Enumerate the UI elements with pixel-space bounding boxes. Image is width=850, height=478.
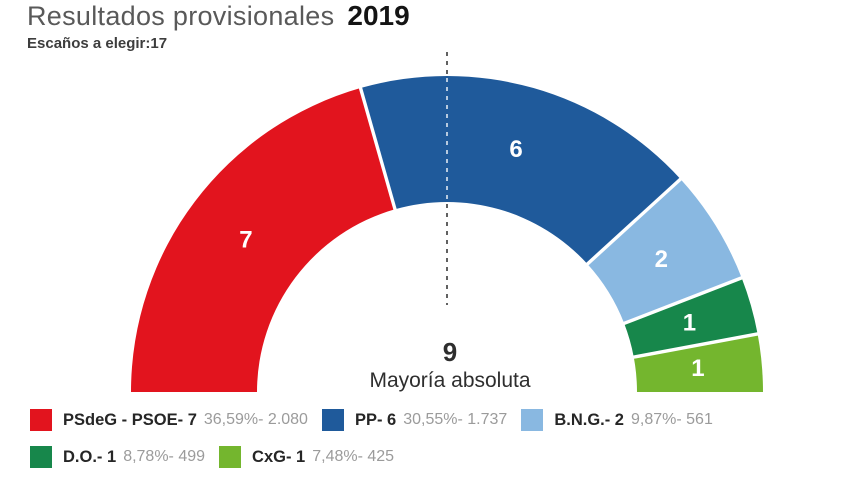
- seat-count-label-b-n-g: 2: [655, 246, 668, 273]
- segment-b-n-g: [587, 179, 742, 324]
- legend-row-1: PSdeG - PSOE- 7 36,59%- 2.080 PP- 6 30,5…: [30, 409, 727, 431]
- legend-swatch: [219, 446, 242, 468]
- segment-divider: [631, 331, 760, 360]
- segment-divider: [358, 85, 398, 212]
- legend-swatch: [521, 409, 544, 431]
- segment-cxg: [633, 333, 763, 392]
- legend-item-bng: B.N.G.- 2 9,87%- 561: [521, 409, 713, 431]
- legend-detail: 30,55%- 1.737: [403, 411, 508, 428]
- majority-annotation: 9 Mayoría absoluta: [327, 339, 573, 393]
- segment-psdeg-psoe: [131, 88, 395, 392]
- legend-swatch: [30, 409, 52, 431]
- legend-swatch: [30, 446, 52, 468]
- title-line: Resultados provisionales 2019: [27, 0, 410, 32]
- majority-label: Mayoría absoluta: [369, 369, 531, 392]
- legend-label: D.O.- 1: [63, 447, 117, 466]
- header: Resultados provisionales 2019 Escaños a …: [27, 0, 410, 52]
- legend-item-do: D.O.- 1 8,78%- 499: [30, 446, 205, 468]
- seat-count-label-cxg: 1: [691, 355, 704, 382]
- segment-pp: [360, 75, 681, 264]
- page-title: Resultados provisionales: [27, 1, 335, 31]
- legend: PSdeG - PSOE- 7 36,59%- 2.080 PP- 6 30,5…: [30, 409, 727, 478]
- segment-d-o: [624, 277, 758, 358]
- legend-row-2: D.O.- 1 8,78%- 499 CxG- 1 7,48%- 425: [30, 446, 727, 468]
- segment-divider: [584, 176, 684, 267]
- majority-value: 9: [442, 337, 458, 367]
- legend-swatch: [321, 409, 344, 431]
- seat-count-label-psdeg-psoe: 7: [239, 227, 252, 254]
- legend-detail: 8,78%- 499: [123, 448, 206, 465]
- seats-to-elect-subtitle: Escaños a elegir:17: [27, 35, 168, 52]
- seat-count-label-pp: 6: [509, 136, 522, 163]
- legend-item-pp: PP- 6 30,55%- 1.737: [321, 409, 508, 431]
- title-year: 2019: [347, 0, 410, 31]
- legend-label: PP- 6: [354, 410, 397, 429]
- legend-detail: 7,48%- 425: [312, 448, 395, 465]
- legend-label: B.N.G.- 2: [554, 410, 624, 429]
- legend-label: CxG- 1: [252, 447, 306, 466]
- legend-item-psdeg-psoe: PSdeG - PSOE- 7 36,59%- 2.080: [30, 409, 308, 431]
- legend-detail: 36,59%- 2.080: [203, 411, 308, 428]
- legend-item-cxg: CxG- 1 7,48%- 425: [219, 446, 394, 468]
- segment-divider: [621, 275, 745, 326]
- seat-count-label-d-o: 1: [683, 310, 696, 337]
- legend-detail: 9,87%- 561: [631, 411, 713, 428]
- legend-label: PSdeG - PSOE- 7: [63, 410, 197, 429]
